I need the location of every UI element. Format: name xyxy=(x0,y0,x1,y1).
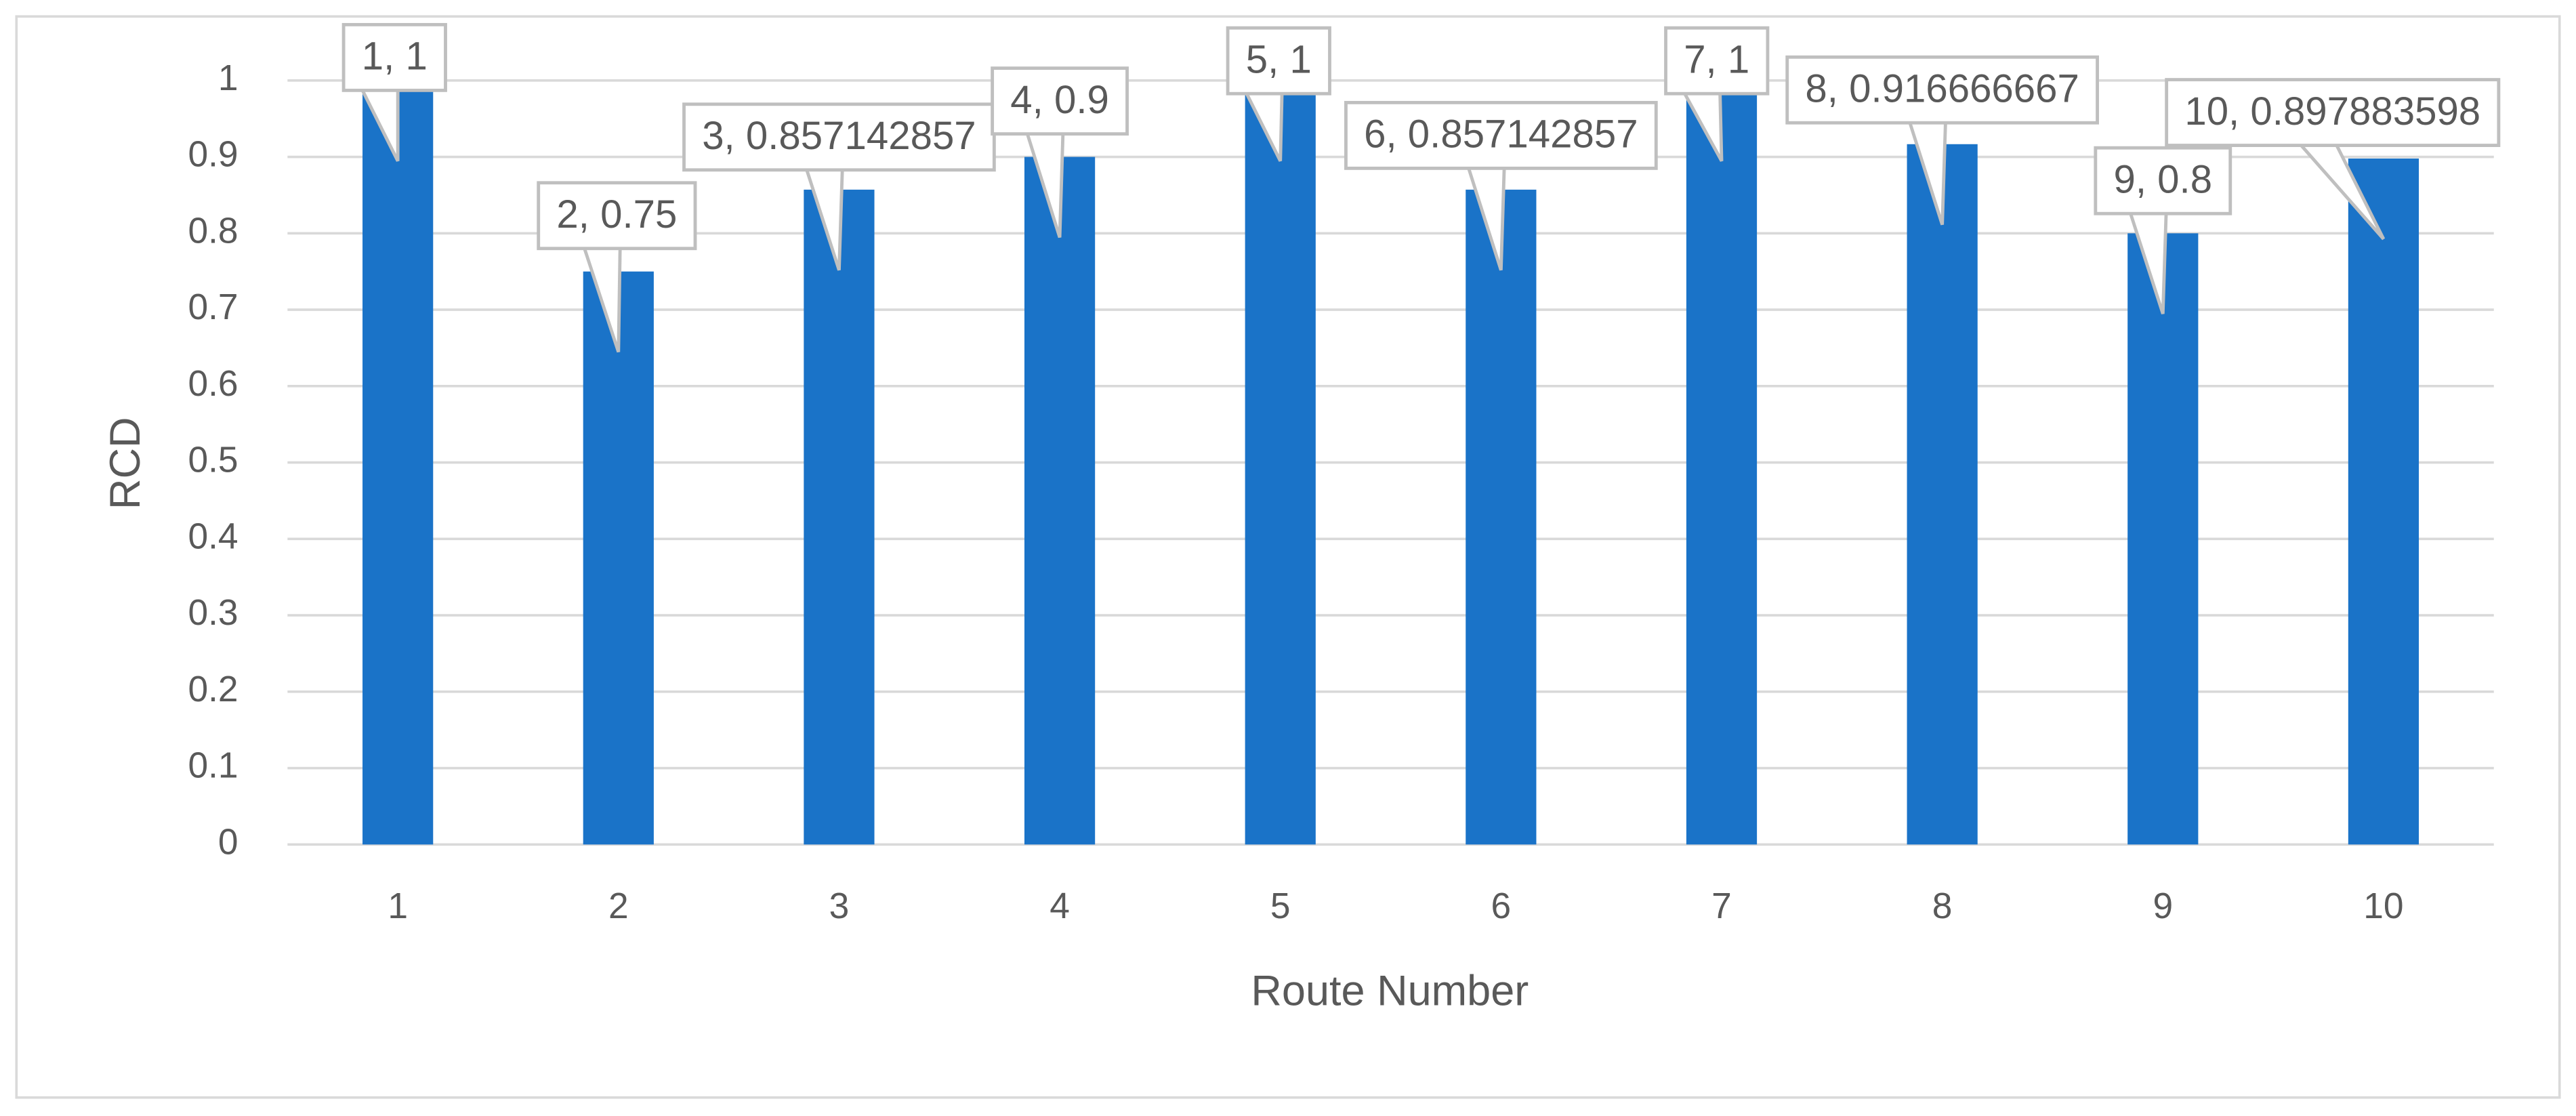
data-label: 3, 0.857142857 xyxy=(702,114,976,158)
x-tick-label: 10 xyxy=(2363,886,2403,926)
x-tick-label: 4 xyxy=(1050,886,1070,926)
callout-box xyxy=(682,102,996,172)
bar xyxy=(362,80,434,845)
x-tick-label: 1 xyxy=(388,886,408,926)
y-tick-label: 0.5 xyxy=(188,440,238,480)
data-label: 2, 0.75 xyxy=(556,192,677,236)
y-tick-label: 0.7 xyxy=(188,287,238,327)
data-callout: 8, 0.916666667 xyxy=(1785,55,2099,226)
x-tick-label: 3 xyxy=(829,886,850,926)
callout-box xyxy=(2165,78,2501,147)
data-label: 9, 0.8 xyxy=(2113,158,2212,202)
x-tick-label: 2 xyxy=(608,886,629,926)
bar xyxy=(2127,233,2199,845)
x-tick-label: 7 xyxy=(1711,886,1732,926)
callout-box xyxy=(1344,100,1658,170)
data-label: 1, 1 xyxy=(362,35,428,79)
data-label: 4, 0.9 xyxy=(1010,78,1109,122)
y-tick-label: 0.9 xyxy=(188,135,238,175)
x-tick-label: 5 xyxy=(1270,886,1291,926)
data-callout: 2, 0.75 xyxy=(537,181,697,353)
callout-box xyxy=(537,181,697,251)
callout-box xyxy=(1226,26,1331,96)
y-axis-title: RCD xyxy=(102,417,149,510)
data-callout: 10, 0.897883598 xyxy=(2165,78,2501,241)
y-tick-label: 0.2 xyxy=(188,669,238,709)
data-label: 8, 0.916666667 xyxy=(1805,67,2079,111)
y-tick-label: 0 xyxy=(218,822,238,862)
bar xyxy=(1466,189,1537,845)
callout-box xyxy=(341,22,447,92)
bar xyxy=(1907,144,1978,845)
data-callout: 1, 1 xyxy=(341,22,447,162)
data-label: 6, 0.857142857 xyxy=(1364,112,1638,157)
x-tick-label: 6 xyxy=(1491,886,1512,926)
y-tick-label: 1 xyxy=(218,58,238,98)
data-label: 5, 1 xyxy=(1246,38,1312,82)
callout-box xyxy=(2094,146,2232,215)
x-tick-label: 8 xyxy=(1932,886,1953,926)
data-callout: 9, 0.8 xyxy=(2094,146,2232,314)
data-label: 7, 1 xyxy=(1684,38,1749,82)
bar xyxy=(1245,80,1316,845)
x-tick-label: 9 xyxy=(2153,886,2173,926)
bar xyxy=(583,271,654,845)
data-callout: 7, 1 xyxy=(1664,26,1770,162)
y-tick-label: 0.1 xyxy=(188,746,238,786)
callout-box xyxy=(1664,26,1770,96)
data-callout: 6, 0.857142857 xyxy=(1344,100,1658,271)
bar xyxy=(2348,158,2419,845)
y-tick-label: 0.8 xyxy=(188,211,238,251)
data-callout: 5, 1 xyxy=(1226,26,1331,162)
y-tick-label: 0.3 xyxy=(188,593,238,633)
y-tick-label: 0.6 xyxy=(188,364,238,404)
callout-box xyxy=(1785,55,2099,125)
callout-box xyxy=(991,66,1129,136)
bar xyxy=(1686,80,1758,845)
bar xyxy=(1024,157,1096,845)
x-axis-title: Route Number xyxy=(1251,968,1529,1015)
data-label: 10, 0.897883598 xyxy=(2184,89,2480,133)
y-tick-label: 0.4 xyxy=(188,516,238,556)
data-callout: 3, 0.857142857 xyxy=(682,102,996,271)
bar xyxy=(804,189,875,845)
data-callout: 4, 0.9 xyxy=(991,66,1129,239)
